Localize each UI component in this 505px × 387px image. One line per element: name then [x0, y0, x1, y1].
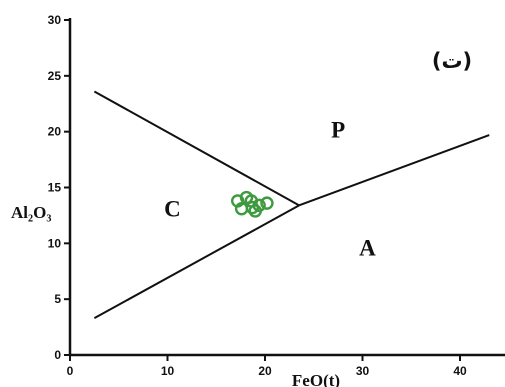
y-tick-label: 25 [48, 69, 62, 83]
boundary-line [93, 90, 300, 207]
data-point [260, 196, 274, 210]
y-tick-label: 30 [48, 13, 62, 27]
y-tick-label: 10 [48, 236, 62, 250]
region-label-a: A [359, 236, 376, 261]
x-tick-label: 0 [67, 364, 74, 378]
y-tick-label: 20 [48, 125, 62, 139]
region-label-c: C [164, 197, 181, 222]
data-points [230, 190, 274, 218]
boundary-line [93, 204, 300, 320]
x-tick-label: 20 [258, 364, 272, 378]
y-axis-label: Al₂O₃ [11, 203, 51, 222]
boundary-line [298, 134, 490, 207]
y-tick-label: 0 [54, 348, 61, 362]
boundary-lines [93, 90, 490, 320]
data-point [245, 200, 260, 215]
data-point [248, 204, 262, 218]
region-label-p: P [331, 117, 345, 142]
axis-ticks: 0 5 10 15 20 25 30 0 10 20 30 40 [48, 13, 467, 378]
panel-label: (ت) [432, 49, 472, 73]
y-tick-label: 5 [54, 292, 61, 306]
x-axis-label: FeO(t) [292, 371, 340, 387]
region-labels: P C A [164, 117, 376, 260]
x-tick-label: 10 [161, 364, 175, 378]
y-tick-label: 15 [48, 181, 62, 195]
x-tick-label: 40 [453, 364, 467, 378]
x-tick-label: 30 [356, 364, 370, 378]
